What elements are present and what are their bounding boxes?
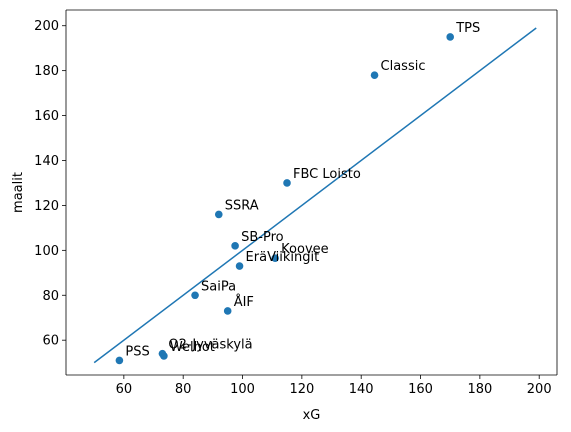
data-point-label: Classic [381,59,426,74]
data-point [115,356,124,365]
points-layer [115,33,454,365]
y-tick-label: 80 [42,289,59,304]
x-tick-label: 180 [467,382,492,397]
x-tick-label: 100 [230,382,255,397]
data-point [235,262,244,270]
reference-line-layer [93,27,537,364]
data-point [370,71,379,79]
plot-area [66,10,557,375]
data-point-label: O2-Jyväskylä [168,338,252,353]
point-labels-layer: TPS Classic FBC Loisto SSRA SB-ProKooveeEräV… [125,21,480,359]
x-tick-label: 160 [408,382,433,397]
x-tick-label: 60 [116,382,133,397]
x-tick-label: 140 [349,382,374,397]
reference-line [93,27,537,364]
x-axis-label: xG [303,408,321,423]
y-tick-label: 60 [42,334,59,349]
data-point-label: ÅIF [234,294,254,310]
y-tick-label: 180 [34,64,59,79]
y-tick-label: 160 [34,109,59,124]
x-tick-label: 120 [289,382,314,397]
y-axis-label: maalit [11,172,26,213]
data-point [283,179,291,187]
data-point-label: SSRA [225,198,259,213]
y-tick-label: 200 [34,19,59,34]
data-point [160,352,168,360]
data-point [223,307,232,315]
y-tick-label: 100 [34,244,59,259]
data-point-label: SB-Pro [241,230,284,245]
x-tick-label: 200 [527,382,552,397]
data-point [191,291,199,300]
y-tick-label: 120 [34,199,59,214]
data-point-label: PSS [125,344,149,359]
data-point [214,210,223,219]
data-point-label: Koovee [281,242,328,257]
y-tick-label: 140 [34,154,59,169]
data-point-label: SaiPa [201,279,236,294]
data-point [271,254,279,262]
data-point [446,33,454,41]
data-point-label: TPS [455,21,480,36]
data-point-label: EräViikingit [246,250,320,265]
ticks-layer: 60 80 100 120 140 160 180 200 60 80 100 120 140 160 18… [34,19,551,397]
data-point-label: FBC Loisto [293,167,361,182]
data-point [231,242,239,250]
x-tick-label: 80 [175,382,192,397]
data-point-label: Welhot [170,340,215,355]
